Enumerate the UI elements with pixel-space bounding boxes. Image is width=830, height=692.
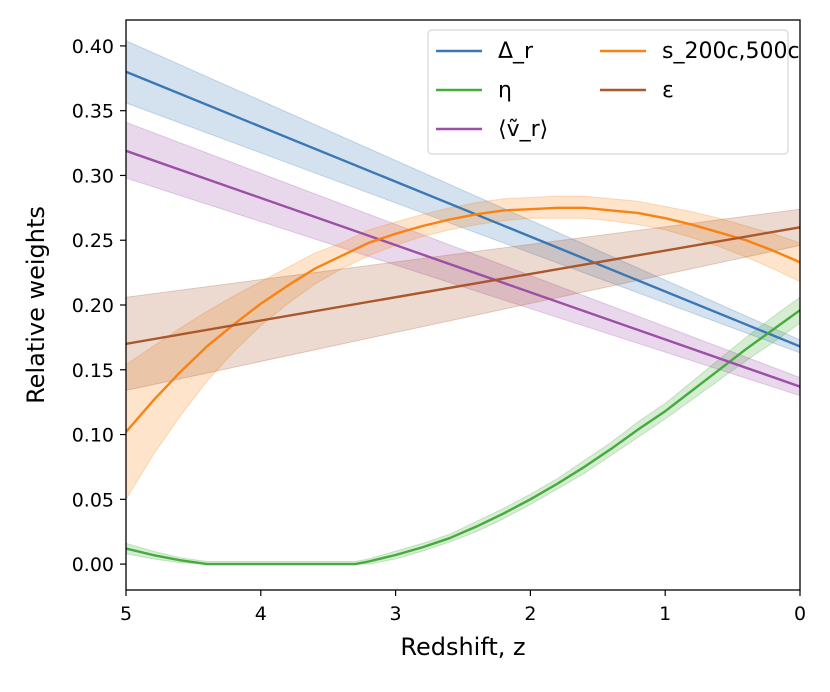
line-series-3	[125, 149, 801, 388]
legend-entry: ⟨ṽ_r⟩	[498, 117, 548, 142]
y-axis-label: Relative weights	[22, 206, 50, 404]
y-tick-label: 0.20	[72, 295, 114, 317]
x-tick-label: 1	[659, 603, 671, 625]
legend-entry: Δ_r	[498, 39, 534, 64]
y-tick-label: 0.35	[72, 101, 114, 123]
legend-entry: η	[498, 78, 512, 103]
y-tick-label: 0.10	[72, 425, 114, 447]
x-tick-label: 5	[120, 603, 132, 625]
y-tick-label: 0.40	[72, 36, 114, 58]
line-series-1	[125, 70, 801, 348]
y-tick-label: 0.15	[72, 360, 114, 382]
legend-entry: s_200c,500c	[662, 39, 800, 64]
y-tick-label: 0.00	[72, 554, 114, 576]
y-tick-label: 0.25	[72, 230, 114, 252]
line-series-4	[125, 206, 801, 433]
line-series-2	[125, 309, 801, 566]
x-tick-label: 0	[794, 603, 806, 625]
x-axis-label: Redshift, z	[400, 633, 525, 661]
x-axis-ticks: 5 4 3 2 1 0	[120, 590, 806, 625]
y-tick-label: 0.05	[72, 489, 114, 511]
legend-entry: ε	[662, 78, 674, 103]
legend: Δ_r η ⟨ṽ_r⟩ s_200c,500c ε	[427, 29, 800, 155]
y-tick-label: 0.30	[72, 165, 114, 187]
x-tick-label: 3	[390, 603, 402, 625]
x-tick-label: 4	[255, 603, 267, 625]
line-series-5	[125, 226, 801, 346]
legend-box	[427, 29, 789, 155]
x-tick-label: 2	[524, 603, 536, 625]
y-axis-ticks: 0.00 0.05 0.10 0.15 0.20 0.25 0.30 0.35 0.40	[72, 36, 126, 576]
series-lines	[125, 70, 801, 566]
